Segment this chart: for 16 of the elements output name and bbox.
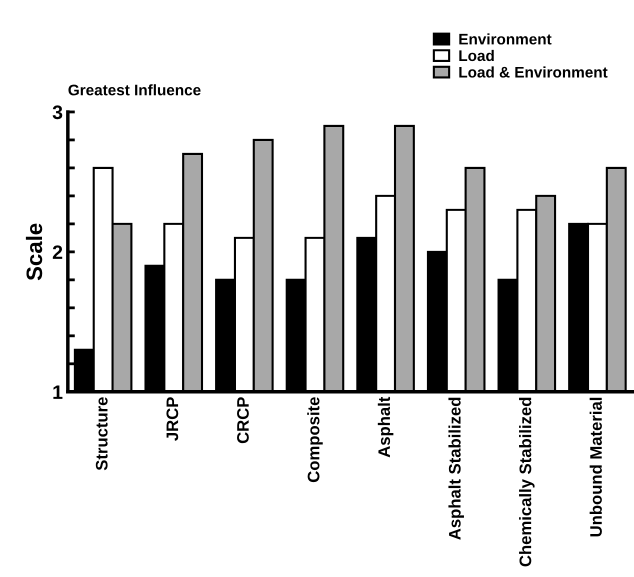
x-tick-label: Composite xyxy=(307,397,323,482)
y-tick-label: 3 xyxy=(52,105,62,120)
x-tick-label: Asphalt Stabilized xyxy=(448,398,464,540)
y-tick-label: 1 xyxy=(53,385,62,399)
y-tick-label: 2 xyxy=(52,245,62,259)
legend-label: Load xyxy=(459,50,494,62)
x-tick-label: CRCP xyxy=(237,397,249,444)
chart-title: Greatest Influence xyxy=(68,84,201,96)
x-tick-label: Asphalt xyxy=(378,396,394,458)
x-tick-label: JRCP xyxy=(166,397,178,441)
x-tick-label: Structure xyxy=(96,397,108,470)
legend-label: Environment xyxy=(459,33,552,45)
legend-label: Load & Environment xyxy=(459,66,608,78)
x-tick-label: Chemically Stabilized xyxy=(519,398,535,566)
y-axis-title: Scale xyxy=(26,224,42,280)
x-tick-label: Unbound Material xyxy=(590,398,602,536)
